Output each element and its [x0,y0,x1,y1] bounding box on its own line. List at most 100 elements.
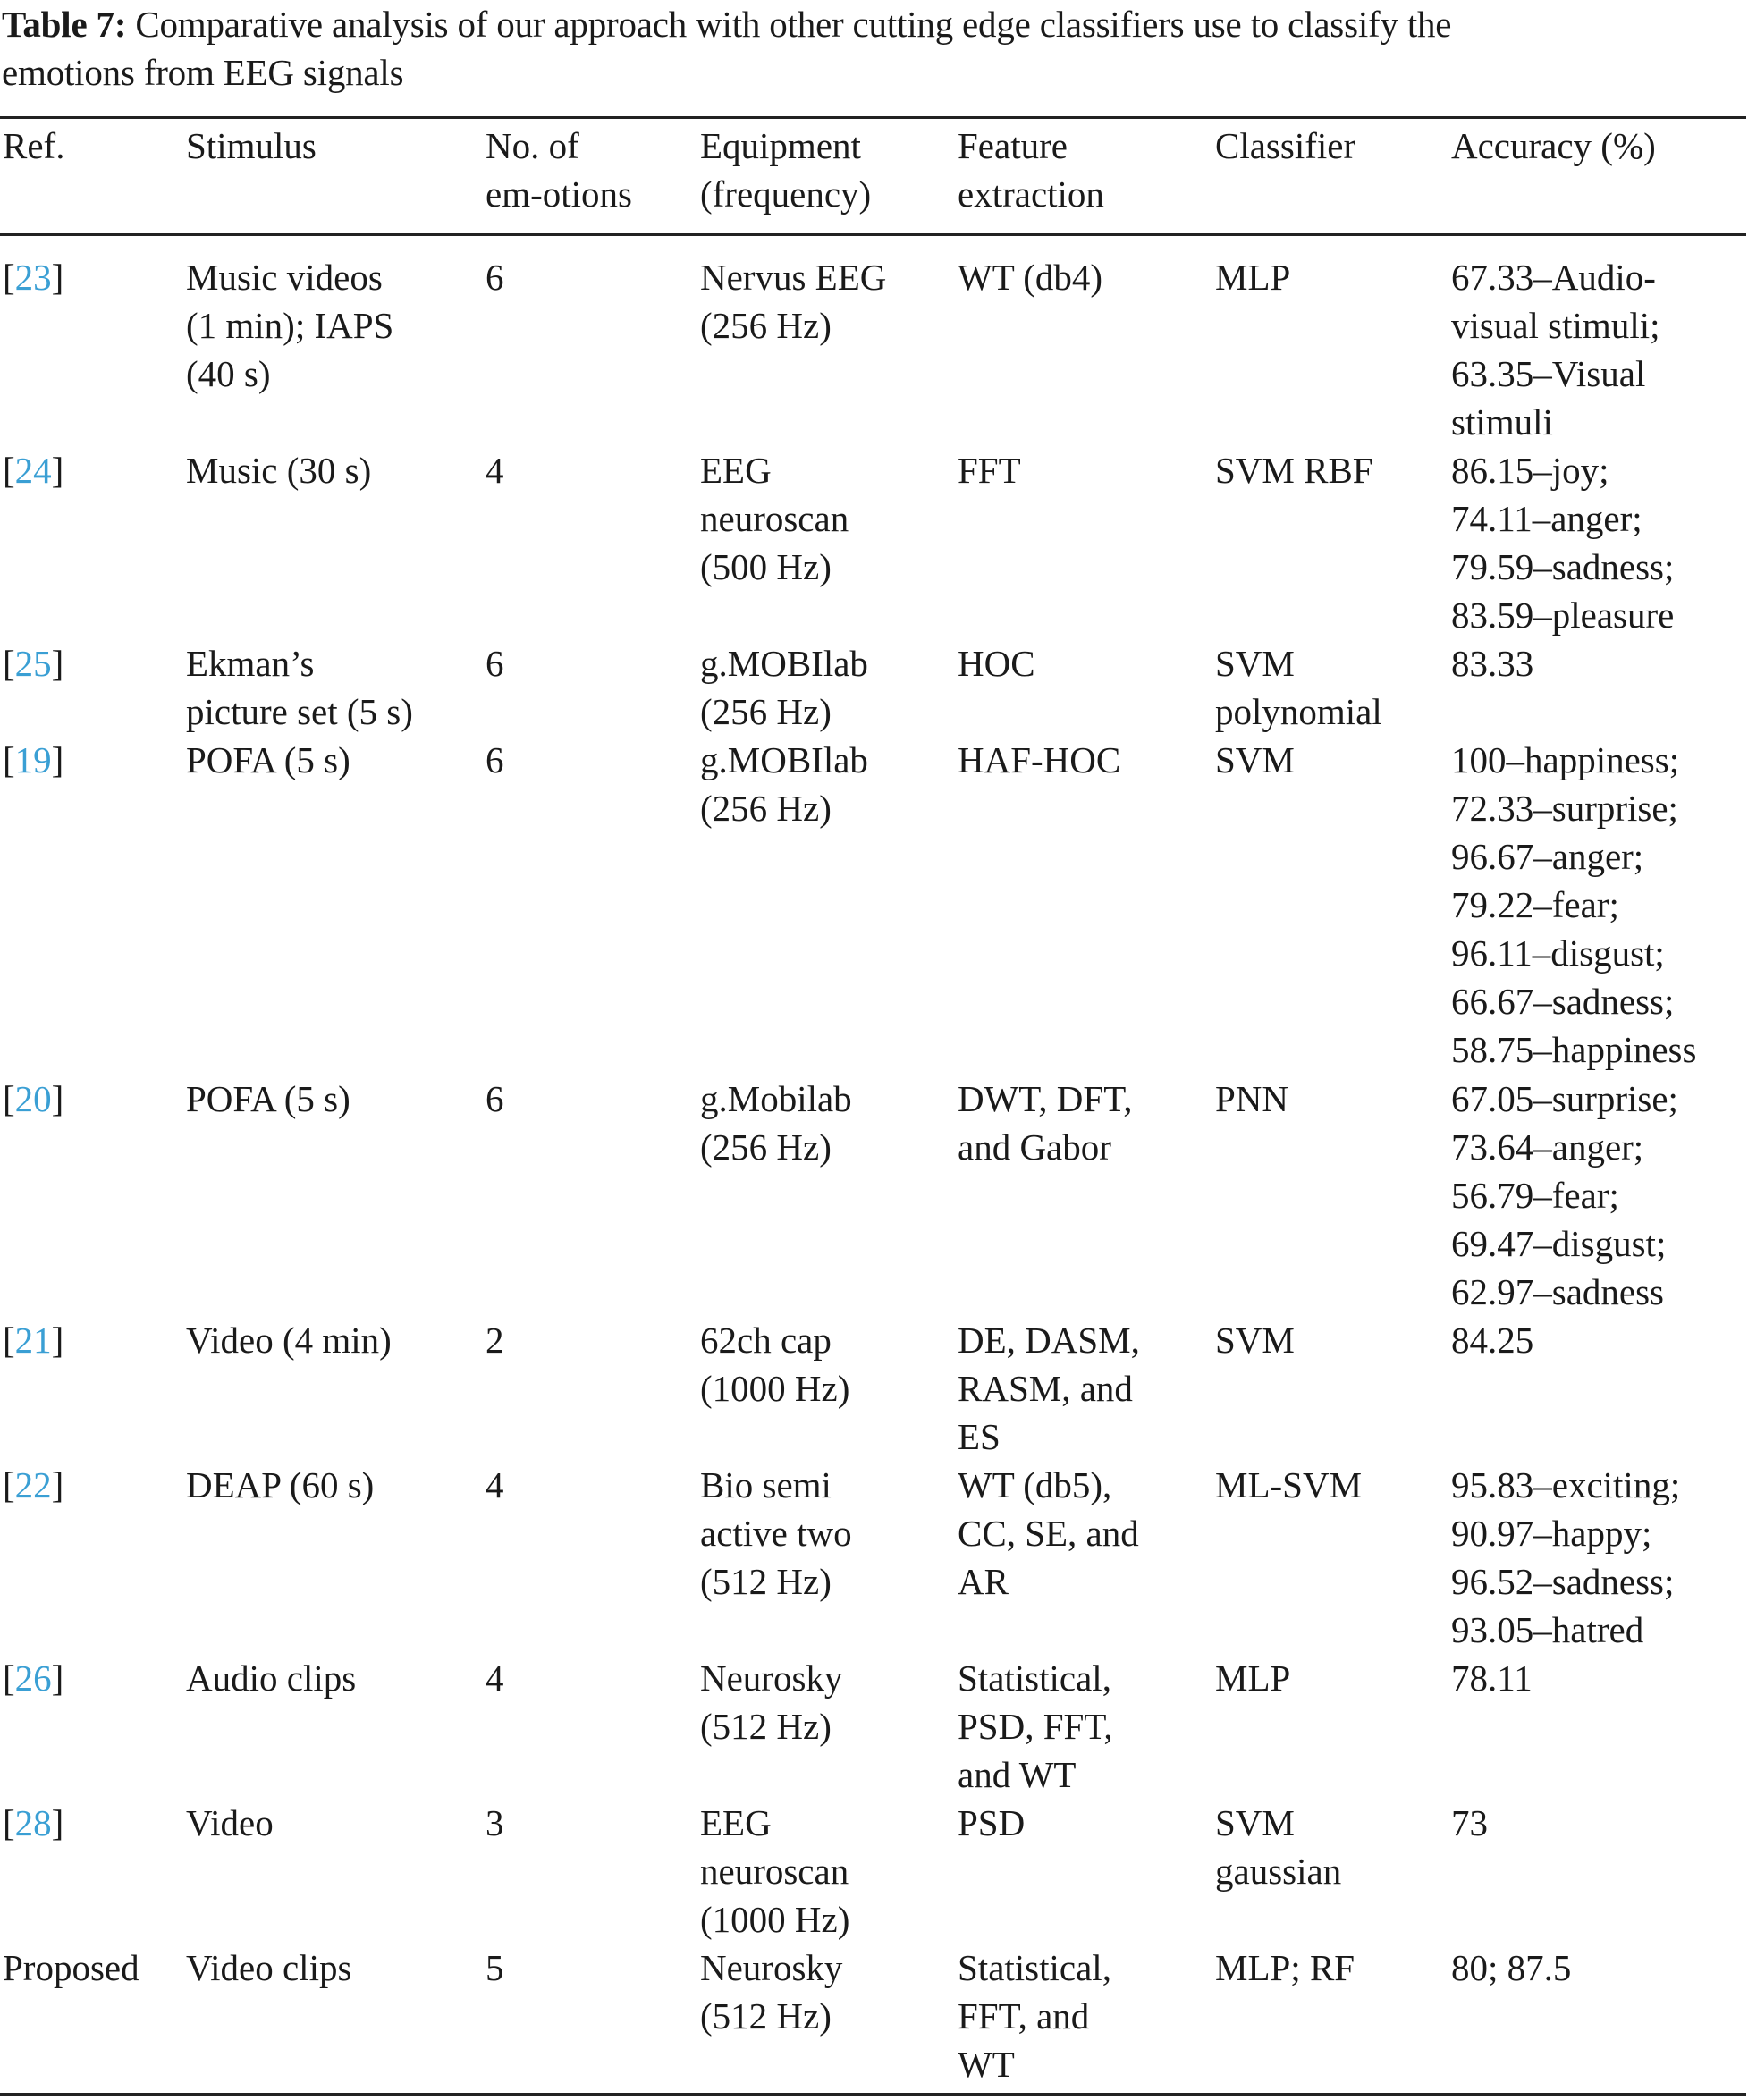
cell-equipment: g.MOBIlab (256 Hz) [700,736,868,832]
cell-accuracy-line: 74.11–anger; [1451,498,1642,539]
cell-stimulus-line: Music (30 s) [186,450,372,491]
cell-ref: [24] [3,446,63,494]
cell-stimulus-line: (40 s) [186,353,271,394]
cell-feature-extraction-line: WT (db4) [958,257,1103,298]
cell-classifier-line: SVM [1215,739,1295,780]
header-emotions-line1: No. of [486,125,579,166]
bracket-close: ] [51,1078,64,1119]
cell-accuracy-line: 69.47–disgust; [1451,1223,1667,1264]
citation-link[interactable]: 26 [14,1657,52,1699]
cell-feature-extraction: WT (db4) [958,253,1102,301]
cell-no-of-emotions: 6 [486,639,504,687]
header-equipment-line2: (frequency) [700,173,872,215]
citation-link[interactable]: 24 [14,450,52,491]
caption-text: Comparative analysis of our approach wit… [126,4,1452,45]
cell-classifier-line: SVM [1215,643,1295,684]
cell-equipment: Neurosky (512 Hz) [700,1944,842,2040]
cell-stimulus-line: Ekman’s [186,643,315,684]
cell-feature-extraction: FFT [958,446,1021,494]
cell-feature-extraction: DWT, DFT, and Gabor [958,1075,1132,1171]
citation-link[interactable]: 19 [14,739,52,780]
header-ref: Ref. [3,122,64,170]
header-ref-text: Ref. [3,125,65,166]
cell-feature-extraction: Statistical, FFT, and WT [958,1944,1111,2088]
cell-accuracy-line: 96.11–disgust; [1451,932,1665,974]
cell-classifier: SVM [1215,736,1295,784]
cell-ref: [23] [3,253,63,301]
cell-equipment-line: neuroscan [700,1851,849,1892]
cell-stimulus-line: (1 min); IAPS [186,305,394,346]
cell-ref: [28] [3,1799,63,1847]
cell-equipment-line: Neurosky [700,1657,843,1699]
citation-link[interactable]: 23 [14,257,52,298]
cell-equipment-line: (256 Hz) [700,691,832,732]
cell-no-of-emotions: 5 [486,1944,504,1992]
bracket-close: ] [51,643,64,684]
cell-classifier-line: gaussian [1215,1851,1342,1892]
cell-feature-extraction: HOC [958,639,1035,687]
cell-accuracy-line: visual stimuli; [1451,305,1660,346]
cell-accuracy-line: 63.35–Visual [1451,353,1646,394]
cell-equipment-line: (1000 Hz) [700,1899,850,1940]
cell-stimulus: Audio clips [186,1654,356,1702]
cell-accuracy: 67.33–Audio-visual stimuli; 63.35–Visual s… [1451,253,1660,446]
cell-classifier-line: ML-SVM [1215,1464,1363,1505]
cell-no-of-emotions-line: 2 [486,1320,504,1361]
header-feature-line2: extraction [958,173,1104,215]
cell-accuracy: 84.25 [1451,1316,1533,1364]
bracket-close: ] [51,257,64,298]
cell-feature-extraction: PSD [958,1799,1025,1847]
header-classifier-text: Classifier [1215,125,1356,166]
cell-accuracy-line: 80; 87.5 [1451,1947,1572,1988]
header-feature-extraction: Feature extraction [958,122,1104,218]
bracket-open: [ [3,450,15,491]
cell-ref: [26] [3,1654,63,1702]
bracket-close: ] [51,739,64,780]
citation-link[interactable]: 22 [14,1464,52,1505]
cell-feature-extraction-line: DE, DASM, [958,1320,1140,1361]
bracket-open: [ [3,1802,15,1843]
cell-accuracy: 73 [1451,1799,1488,1847]
cell-feature-extraction-line: ES [958,1416,1001,1457]
cell-feature-extraction-line: FFT, and [958,1995,1090,2037]
bracket-close: ] [51,1657,64,1699]
citation-link[interactable]: 28 [14,1802,52,1843]
cell-feature-extraction-line: Statistical, [958,1657,1111,1699]
cell-stimulus-line: POFA (5 s) [186,739,350,780]
table-bottom-rule [0,2093,1746,2096]
header-feature-line1: Feature [958,125,1068,166]
cell-accuracy-line: 86.15–joy; [1451,450,1609,491]
header-no-of-emotions: No. of em-otions [486,122,632,218]
cell-equipment: g.MOBIlab (256 Hz) [700,639,868,736]
cell-classifier-line: PNN [1215,1078,1289,1119]
cell-equipment-line: g.Mobilab [700,1078,852,1119]
cell-accuracy: 86.15–joy; 74.11–anger; 79.59–sadness; 83.5… [1451,446,1674,639]
cell-stimulus: Music (30 s) [186,446,371,494]
cell-no-of-emotions: 3 [486,1799,504,1847]
cell-accuracy-line: 73 [1451,1802,1488,1843]
header-classifier: Classifier [1215,122,1355,170]
cell-feature-extraction-line: and WT [958,1754,1077,1795]
citation-link[interactable]: 20 [14,1078,52,1119]
table-header-rule [0,233,1746,236]
bracket-close: ] [51,1464,64,1505]
cell-equipment-line: g.MOBIlab [700,643,868,684]
cell-classifier: MLP [1215,253,1290,301]
cell-equipment-line: Nervus EEG [700,257,887,298]
caption-line-2: emotions from EEG signals [2,52,404,93]
cell-accuracy: 80; 87.5 [1451,1944,1571,1992]
cell-feature-extraction-line: DWT, DFT, [958,1078,1133,1119]
ref-text: Proposed [3,1947,139,1988]
citation-link[interactable]: 25 [14,643,52,684]
cell-accuracy-line: 62.97–sadness [1451,1271,1665,1312]
cell-classifier: MLP [1215,1654,1290,1702]
citation-link[interactable]: 21 [14,1320,52,1361]
bracket-open: [ [3,1657,15,1699]
cell-feature-extraction-line: PSD, FFT, [958,1706,1113,1747]
cell-equipment-line: g.MOBIlab [700,739,868,780]
bracket-close: ] [51,450,64,491]
cell-equipment-line: (512 Hz) [700,1561,832,1602]
cell-ref: [20] [3,1075,63,1123]
header-stimulus: Stimulus [186,122,317,170]
cell-classifier: SVM [1215,1316,1295,1364]
